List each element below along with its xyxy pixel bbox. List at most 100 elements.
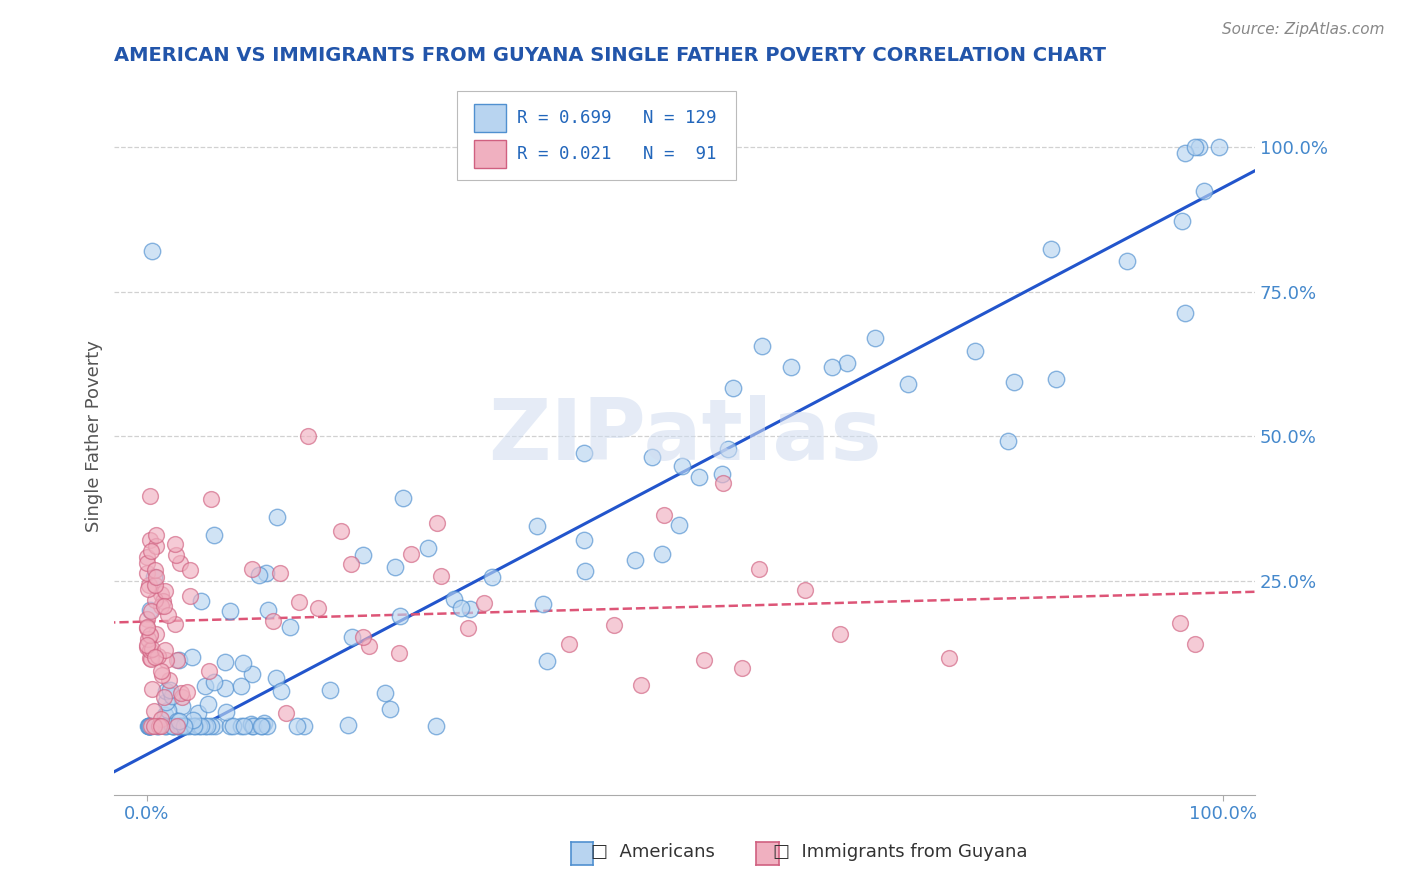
Point [748,562,770,576]
Point [167,719,190,733]
Point [219,719,242,733]
Point [150,667,173,681]
Point [214,681,236,695]
Point [384,560,406,574]
Point [392,491,415,505]
Point [139,489,162,503]
Point [157,673,180,687]
Point [252,719,274,733]
Point [150,665,173,679]
Point [162,719,184,733]
Point [1208,140,1230,154]
Point [352,549,374,563]
Point [425,516,447,530]
Point [240,719,263,733]
Point [153,642,176,657]
Point [184,719,207,733]
Point [179,589,201,603]
Point [139,651,162,665]
Point [139,603,162,617]
Point [155,653,177,667]
Point [450,600,472,615]
Point [651,547,673,561]
Point [270,683,292,698]
Point [194,719,217,733]
Point [374,685,396,699]
Bar [474,103,506,132]
Point [641,450,664,464]
Point [388,646,411,660]
Point [179,563,201,577]
Point [172,690,194,705]
Point [202,674,225,689]
Point [1045,371,1067,385]
Text: □  Immigrants from Guyana: □ Immigrants from Guyana [773,843,1028,861]
Point [266,509,288,524]
Point [218,604,240,618]
Point [623,553,645,567]
Point [166,714,188,728]
Point [155,695,177,709]
Point [688,469,710,483]
Point [195,719,218,733]
Point [285,719,308,733]
Point [693,653,716,667]
Point [141,641,163,656]
Point [152,593,174,607]
Point [177,719,200,733]
Point [536,654,558,668]
Point [352,630,374,644]
Point [155,707,177,722]
Point [401,547,423,561]
Point [202,528,225,542]
Point [138,719,160,733]
Point [262,614,284,628]
Point [197,697,219,711]
Point [274,706,297,720]
Point [145,540,167,554]
Point [173,719,195,733]
Point [340,630,363,644]
Point [652,508,675,522]
Point [187,719,209,733]
Point [176,685,198,699]
Point [139,533,162,548]
Point [264,671,287,685]
Point [150,712,173,726]
Point [153,599,176,613]
Text: □  Americans: □ Americans [591,843,714,861]
Point [190,594,212,608]
Point [269,566,291,580]
Point [828,627,851,641]
Point [146,648,169,663]
Point [166,653,188,667]
Point [1116,254,1139,268]
Point [146,719,169,733]
Text: ZIPatlas: ZIPatlas [488,395,882,478]
Point [214,655,236,669]
Point [558,637,581,651]
Point [156,703,179,717]
Point [253,716,276,731]
Point [357,639,380,653]
Point [145,627,167,641]
Y-axis label: Single Father Poverty: Single Father Poverty [86,341,103,533]
Point [717,442,740,456]
Point [242,561,264,575]
Point [170,699,193,714]
Point [141,719,163,733]
Point [430,568,453,582]
Point [835,356,858,370]
Point [142,704,165,718]
Point [711,476,734,491]
Point [138,719,160,733]
Point [148,719,170,733]
Point [671,459,693,474]
Point [820,360,842,375]
Point [143,719,166,733]
Point [1174,305,1197,319]
Point [1184,637,1206,651]
Point [146,719,169,733]
Point [162,690,184,704]
Point [138,719,160,733]
